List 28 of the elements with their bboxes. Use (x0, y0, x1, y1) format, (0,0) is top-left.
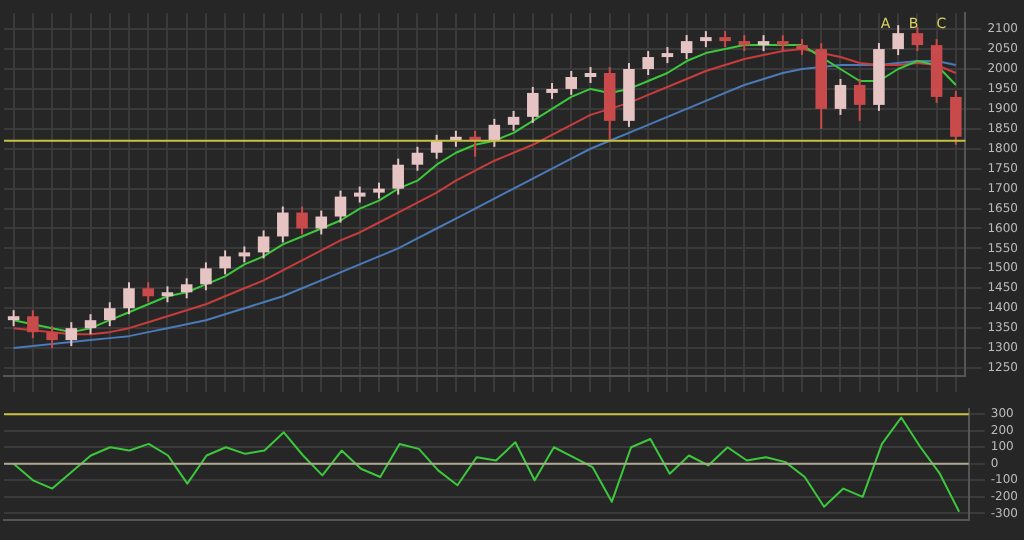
candlestick (565, 70, 578, 96)
candlestick (527, 85, 539, 124)
candlestick (680, 34, 693, 61)
candlestick (27, 309, 39, 340)
candlestick (853, 77, 866, 122)
candlestick (950, 89, 962, 146)
candlestick (834, 77, 847, 116)
candlestick (277, 205, 289, 244)
candlestick (142, 281, 154, 304)
candlestick (488, 117, 501, 148)
candlestick (65, 321, 78, 348)
candlestick (892, 24, 904, 57)
candlestick (911, 26, 924, 53)
candlestick (392, 157, 404, 196)
candlestick (46, 325, 58, 350)
candlestick (334, 189, 347, 224)
candlestick (200, 261, 212, 292)
candlestick (296, 205, 308, 236)
candlestick (84, 313, 97, 336)
candlestick (180, 277, 193, 300)
candlestick (257, 229, 270, 260)
candlestick (219, 249, 231, 276)
candlestick (411, 145, 424, 172)
candlestick (123, 281, 135, 316)
candlestick (103, 301, 116, 328)
candlestick (507, 109, 520, 132)
candlestick (642, 50, 654, 76)
candlestick (603, 66, 616, 142)
